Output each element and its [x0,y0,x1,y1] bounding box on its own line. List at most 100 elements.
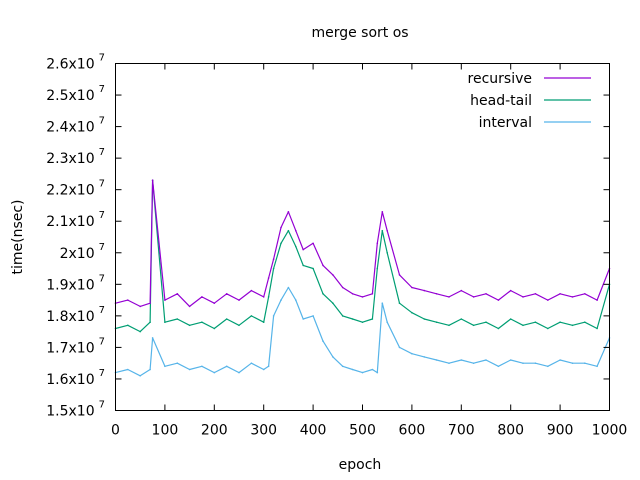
legend-label: interval [479,115,532,131]
data-point-recursive [312,242,314,245]
data-point-recursive [584,293,586,295]
y-axis-label: time(nsec) [10,199,26,274]
data-point-recursive [596,299,598,301]
data-point-head-tail [448,324,450,327]
data-point-head-tail [164,321,166,324]
data-point-recursive [238,299,240,301]
y-tick-label: 1.7x10 7 [46,336,105,356]
data-point-head-tail [238,324,240,327]
data-point-recursive [176,293,179,295]
data-point-recursive [571,296,574,298]
data-point-recursive [509,289,512,292]
data-point-recursive [201,296,203,298]
data-point-recursive [398,274,401,276]
x-tick-label: 200 [201,423,228,439]
data-point-head-tail [522,324,524,327]
data-point-recursive [267,277,270,279]
data-point-head-tail [351,318,354,320]
data-point-head-tail [332,302,334,305]
y-tick-exponent: 7 [99,116,105,127]
y-tick-mantissa: 1.6x10 [46,372,94,388]
y-tick-label: 1.5x10 7 [46,400,105,420]
data-point-interval [386,321,389,324]
data-point-recursive [448,296,450,298]
x-tick-label: 400 [300,423,327,439]
plot-series [114,179,611,377]
data-point-interval [584,362,586,365]
legend-label: head-tail [470,93,532,109]
y-tick-exponent: 7 [99,368,105,379]
data-point-interval [596,365,598,368]
data-point-recursive [559,293,561,295]
data-point-recursive [361,296,364,298]
data-point-interval [312,315,314,317]
data-point-interval [497,365,500,368]
x-tick-label: 700 [448,423,475,439]
data-point-head-tail [188,324,191,327]
data-point-interval [371,368,374,371]
data-point-head-tail [411,311,413,314]
data-point-interval [225,365,228,368]
data-point-head-tail [371,318,374,320]
data-point-recursive [371,293,374,295]
y-tick-mantissa: 1.9x10 [46,277,94,293]
data-point-interval [534,362,537,365]
data-point-interval [322,340,324,342]
data-point-head-tail [571,324,574,327]
x-tick-label: 600 [399,423,426,439]
data-point-recursive [547,299,549,301]
data-point-recursive [472,296,475,298]
data-point-interval [238,371,240,374]
data-point-head-tail [460,318,463,320]
data-point-interval [272,315,275,317]
y-tick-exponent: 7 [99,53,105,64]
data-point-head-tail [302,264,305,267]
data-point-head-tail [534,321,537,324]
data-point-head-tail [361,321,364,324]
x-tick-label: 1000 [592,423,628,439]
y-tick-exponent: 7 [99,147,105,158]
data-point-head-tail [509,318,512,320]
data-point-interval [381,302,384,305]
y-tick-label: 2.6x10 7 [46,53,105,73]
legend: recursive head-tail interval [468,71,591,131]
data-point-interval [376,371,379,374]
data-point-recursive [295,229,297,232]
data-point-recursive [332,274,334,276]
data-point-head-tail [312,267,314,270]
y-tick-mantissa: 2.2x10 [46,183,94,199]
data-point-head-tail [272,267,275,270]
data-point-head-tail [127,324,129,327]
data-point-head-tail [341,315,344,317]
y-tick-label: 2.2x10 7 [46,179,105,199]
data-point-head-tail [472,324,475,327]
y-tick-mantissa: 2.5x10 [46,88,94,104]
data-point-recursive [250,289,253,292]
x-tick-label: 300 [250,423,277,439]
data-point-head-tail [376,267,379,270]
x-tick-label: 800 [497,423,524,439]
data-point-interval [435,359,438,361]
data-point-head-tail [435,321,438,324]
y-tick-mantissa: 2x10 [60,246,95,262]
data-point-interval [287,286,290,289]
data-point-interval [213,371,216,374]
data-point-head-tail [262,321,265,324]
data-point-interval [139,375,141,377]
data-point-interval [522,362,524,365]
data-point-interval [398,346,401,349]
y-tick-label: 1.8x10 7 [46,305,105,325]
data-point-recursive [322,264,324,267]
y-tick-label: 2.3x10 7 [46,147,105,167]
data-point-recursive [272,258,275,260]
x-tick-label: 0 [111,423,120,439]
data-point-recursive [411,286,413,289]
data-point-interval [127,368,129,371]
data-point-head-tail [139,330,141,333]
data-point-recursive [188,305,191,308]
data-point-interval [149,368,151,371]
y-tick-exponent: 7 [99,179,105,190]
data-point-recursive [435,293,438,295]
plot-frame [115,63,610,411]
